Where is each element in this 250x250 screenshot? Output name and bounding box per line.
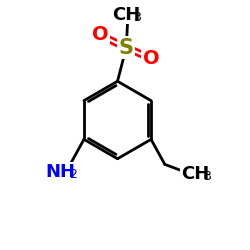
- Text: 3: 3: [134, 11, 141, 24]
- Text: CH: CH: [112, 6, 140, 24]
- Text: 3: 3: [203, 170, 211, 183]
- Text: O: O: [92, 26, 108, 44]
- Text: O: O: [143, 49, 160, 68]
- Text: CH: CH: [181, 164, 210, 182]
- Text: S: S: [119, 38, 134, 58]
- Text: 2: 2: [69, 168, 77, 181]
- Text: NH: NH: [46, 163, 76, 181]
